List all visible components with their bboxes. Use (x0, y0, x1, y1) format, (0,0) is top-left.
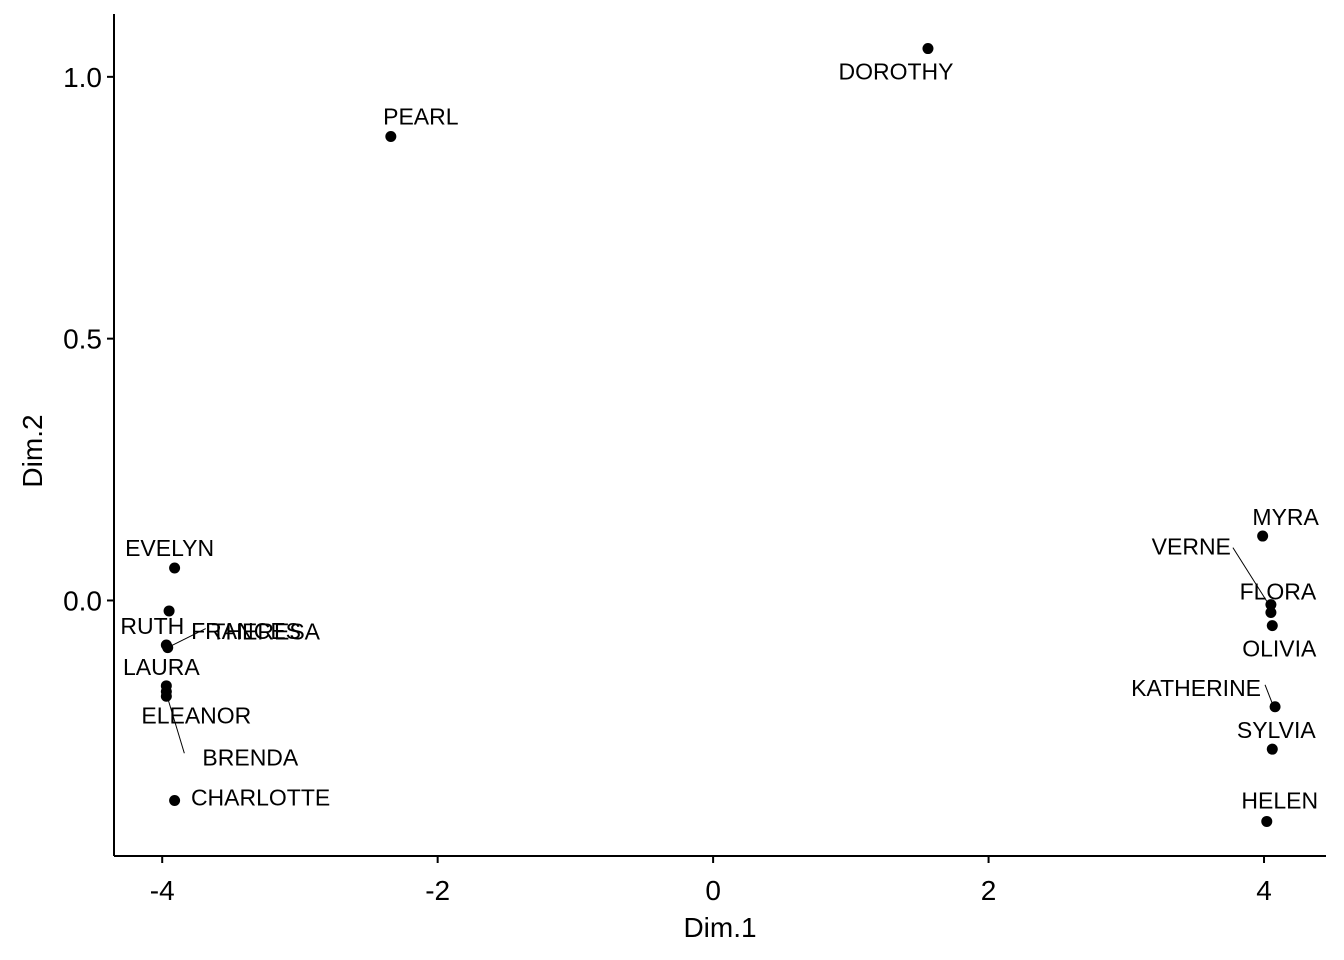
data-point-myra (1257, 530, 1269, 542)
point-label-ruth: RUTH (120, 613, 184, 639)
point-label-frances: FRANCES (191, 618, 301, 644)
point-label-eleanor: ELEANOR (141, 703, 251, 729)
y-tick-label: 0.5 (63, 324, 102, 355)
point-label-verne: VERNE (1152, 534, 1231, 560)
data-point-olivia (1266, 620, 1278, 632)
point-labels: DOROTHY PEARL MYRA EVELYN FRANCES VERNE FLORA O… (120, 59, 1319, 814)
point-label-katherine: KATHERINE (1131, 675, 1261, 701)
data-point-katherine (1269, 701, 1281, 713)
point-label-dorothy: DOROTHY (838, 59, 953, 85)
data-point-theresa (162, 642, 174, 654)
point-label-laura: LAURA (123, 654, 200, 680)
label-connector-brenda (167, 700, 185, 754)
point-label-sylvia: SYLVIA (1237, 717, 1316, 743)
point-label-theresa: THERESA (211, 619, 320, 645)
point-label-evelyn: EVELYN (125, 535, 214, 561)
point-label-charlotte: CHARLOTTE (191, 784, 330, 810)
data-point-verne (1265, 599, 1277, 611)
data-point-dorothy (922, 43, 934, 55)
x-axis-title: Dim.1 (683, 912, 756, 943)
x-tick-label: -2 (425, 875, 450, 906)
data-point-frances (163, 605, 175, 617)
label-connector-verne (1232, 547, 1270, 605)
y-tick-label: 0.0 (63, 585, 102, 616)
data-point-charlotte (169, 794, 181, 806)
x-tick-label: 0 (705, 875, 721, 906)
y-axis-title: Dim.2 (17, 414, 48, 487)
point-label-olivia: OLIVIA (1242, 636, 1317, 662)
x-tick-label: -4 (150, 875, 175, 906)
label-connector-katherine (1264, 684, 1273, 703)
point-label-myra: MYRA (1252, 504, 1319, 530)
point-label-pearl: PEARL (383, 104, 459, 130)
data-point-evelyn (169, 562, 181, 574)
label-connector-lines (167, 547, 1273, 754)
point-label-helen: HELEN (1241, 787, 1318, 813)
label-connector-theresa (171, 628, 206, 647)
data-point-flora (1265, 607, 1277, 619)
data-points (160, 43, 1281, 827)
data-point-brenda (160, 690, 172, 702)
data-point-sylvia (1266, 743, 1278, 755)
y-tick-label: 1.0 (63, 62, 102, 93)
data-point-pearl (385, 131, 397, 143)
axes: -4 -2 0 2 4 0.0 0.5 1.0 (63, 14, 1326, 906)
data-point-helen (1261, 815, 1273, 827)
point-label-brenda: BRENDA (202, 744, 299, 770)
x-tick-label: 4 (1256, 875, 1272, 906)
x-tick-label: 2 (981, 875, 997, 906)
point-label-flora: FLORA (1240, 579, 1317, 605)
